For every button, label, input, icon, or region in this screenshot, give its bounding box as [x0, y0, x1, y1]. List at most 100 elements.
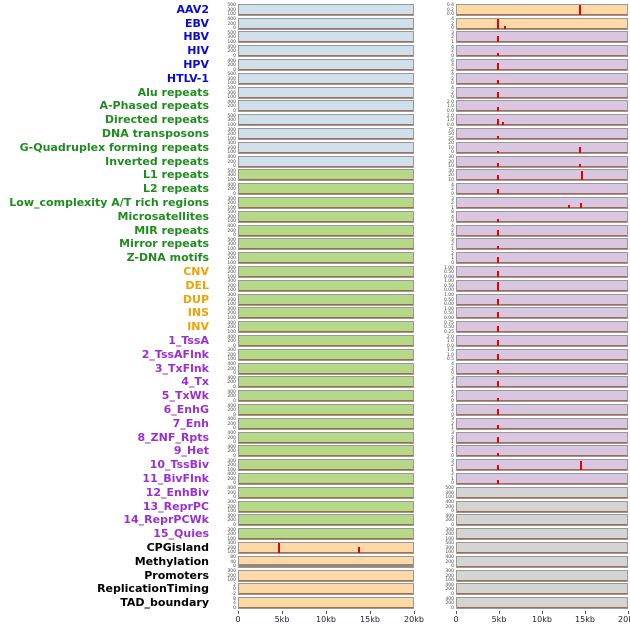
y-tick-label: 300: [227, 569, 236, 575]
signal-baseline: [457, 248, 627, 250]
signal-baseline: [457, 386, 627, 388]
x-tick-label: 5kb: [491, 615, 507, 625]
signal-spike: [496, 257, 499, 264]
y-tick-label: 200: [227, 228, 236, 234]
y-tick-label: 4: [451, 86, 454, 92]
y-tick-label: 4: [451, 63, 454, 69]
y-tick-label: 400: [445, 596, 454, 602]
y-axis-ticks-left: 400 200 0: [212, 155, 238, 169]
right-track-plot: [456, 417, 628, 430]
x-tick-mark: [282, 611, 283, 615]
left-track-plot: [238, 376, 414, 389]
track-row: L2 repeats 400 200 0 4 2 0: [0, 182, 630, 196]
right-track-plot: [456, 183, 628, 196]
y-tick-label: 300: [227, 141, 236, 147]
signal-spike: [496, 397, 499, 402]
y-tick-label: 400: [227, 486, 236, 492]
track-label: 9_Het: [173, 445, 209, 458]
y-tick-label: 100: [227, 357, 236, 363]
y-tick-label: 300: [227, 279, 236, 285]
y-tick-label: 200: [227, 490, 236, 496]
track-row: AAV2 500 300 100 0.4 0.2 0.0: [0, 3, 630, 17]
track-label: Microsatellites: [117, 210, 210, 223]
track-row: HBV 500 300 100 3 2 1: [0, 31, 630, 45]
y-tick-label: 4: [451, 389, 454, 395]
y-axis-ticks-left: 400 200 0: [212, 363, 238, 376]
y-tick-label: 300: [227, 127, 236, 133]
y-axis-ticks-left: 300 200 100: [212, 541, 238, 555]
y-tick-label: 6: [451, 58, 454, 64]
y-tick-label: 1.0: [446, 339, 454, 345]
y-tick-label: 0: [451, 81, 454, 87]
y-tick-label: 100: [227, 205, 236, 211]
signal-spike: [496, 298, 499, 305]
signal-spike: [496, 436, 499, 443]
y-tick-label: 100: [227, 509, 236, 515]
y-tick-label: 200: [227, 270, 236, 276]
signal-spike: [580, 170, 583, 181]
track-row: 7_Enh 400 200 0 3 2 1: [0, 417, 630, 431]
y-tick-label: 3: [451, 458, 454, 464]
right-track-plot: [456, 583, 628, 596]
y-tick-label: 200: [227, 256, 236, 262]
y-tick-label: 4: [451, 17, 454, 23]
y-tick-label: 2: [451, 76, 454, 82]
y-axis-ticks-left: 400 200 0: [212, 486, 238, 500]
signal-spike: [496, 91, 499, 98]
y-tick-label: 0.00: [443, 288, 454, 294]
y-tick-label: 20: [448, 159, 454, 165]
right-track-plot: [456, 141, 628, 154]
y-tick-label: 400: [227, 155, 236, 161]
y-tick-label: 100: [445, 550, 454, 556]
y-tick-label: 0: [451, 191, 454, 197]
right-track-plot: [456, 376, 628, 389]
right-track-plot: [456, 514, 628, 527]
y-tick-label: 300: [227, 541, 236, 547]
left-track-plot: [238, 335, 414, 348]
y-tick-label: 200: [227, 132, 236, 138]
y-axis-ticks-left: 400 200 0: [212, 404, 238, 417]
signal-baseline: [239, 469, 413, 471]
right-track-plot: [456, 445, 628, 458]
x-axis-spacer: [0, 611, 238, 627]
y-tick-label: 0.5: [446, 357, 454, 363]
y-tick-label: 10: [448, 145, 454, 151]
y-tick-label: 2: [451, 472, 454, 478]
y-axis-ticks-right: 300 200 100: [430, 570, 456, 583]
y-axis-ticks-left: 400 200 0: [212, 225, 238, 238]
right-track-plot: [456, 100, 628, 113]
track-row: HTLV-1 500 300 100 4 2 0: [0, 72, 630, 86]
y-tick-label: 100: [227, 274, 236, 280]
signal-baseline: [457, 551, 627, 553]
y-tick-label: 2: [451, 67, 454, 73]
track-label: 11_BivFlnk: [142, 472, 209, 485]
y-tick-label: 400: [227, 182, 236, 188]
y-tick-label: 200: [227, 325, 236, 331]
signal-baseline: [457, 455, 627, 457]
signal-baseline: [457, 110, 627, 112]
track-row: INV 300 200 100 0.75 0.50 0.25: [0, 320, 630, 334]
signal-baseline: [239, 386, 413, 388]
signal-baseline: [239, 276, 413, 278]
y-tick-label: 1.00: [443, 306, 454, 312]
track-label: 5_TxWk: [161, 390, 209, 403]
y-tick-label: 80: [230, 555, 236, 561]
signal-baseline: [457, 510, 627, 512]
right-track-plot: [456, 279, 628, 292]
x-tick-mark: [542, 611, 543, 615]
signal-baseline: [239, 317, 413, 319]
track-row: 3_TxFlnk 400 200 0 4 2 0: [0, 362, 630, 376]
y-tick-label: 500: [227, 210, 236, 216]
track-row: MIR repeats 400 200 0 4 2 0: [0, 224, 630, 238]
signal-baseline: [457, 41, 627, 43]
right-track-plot: [456, 224, 628, 237]
signal-spike: [496, 465, 499, 471]
track-row: 15_Quies 300 200 100 300 200 100: [0, 527, 630, 541]
signal-baseline: [239, 82, 413, 84]
track-label: HPV: [183, 59, 209, 72]
signal-baseline: [239, 262, 413, 264]
right-track-plot: [456, 500, 628, 513]
